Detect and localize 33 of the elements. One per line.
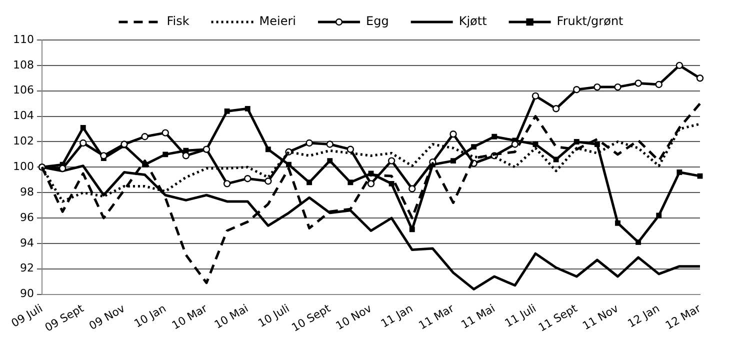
x-tick-label: 12 Mar: [663, 302, 704, 332]
x-tick-label: 09 Sept: [42, 301, 87, 334]
x-tick-label: 11 Jan: [378, 302, 416, 330]
y-tick-label: 92: [20, 262, 34, 275]
legend-label: Kjøtt: [458, 14, 488, 28]
x-tick-label: 11 Nov: [580, 302, 622, 333]
y-tick-label: 106: [12, 84, 34, 97]
y-tick-label: 104: [12, 109, 34, 122]
y-tick-label: 94: [20, 236, 34, 250]
x-tick-label: 10 Jan: [132, 302, 168, 330]
legend-label: Frukt/grønt: [556, 14, 624, 28]
x-tick-label: 11 Mar: [416, 302, 457, 332]
x-tick-label: 10 Mar: [170, 302, 210, 332]
x-tick-label: 09 Nov: [86, 302, 128, 333]
x-tick-label: 11 Juli: [502, 302, 538, 330]
y-tick-label: 98: [20, 185, 34, 198]
y-tick-label: 108: [12, 58, 34, 72]
x-tick-label: 11 Sept: [536, 301, 580, 334]
x-tick-label: 10 Nov: [334, 302, 374, 333]
y-tick-label: 90: [20, 287, 34, 300]
y-tick-label: 110: [12, 32, 34, 46]
y-tick-label: 102: [12, 134, 34, 148]
legend-label: Meieri: [259, 14, 296, 28]
y-tick-label: 100: [12, 160, 34, 174]
x-tick-label: 11 Mai: [458, 302, 498, 332]
x-tick-label: 10 Sept: [289, 301, 334, 334]
x-tick-label: 12 Jan: [625, 302, 662, 330]
legend-label: Egg: [366, 14, 389, 28]
y-tick-label: 96: [20, 210, 34, 224]
x-tick-label: 10 Juli: [256, 302, 292, 330]
x-tick-label: 09 Juli: [9, 302, 45, 330]
x-tick-label: 10 Mai: [212, 302, 251, 332]
legend-label: Fisk: [166, 14, 190, 28]
